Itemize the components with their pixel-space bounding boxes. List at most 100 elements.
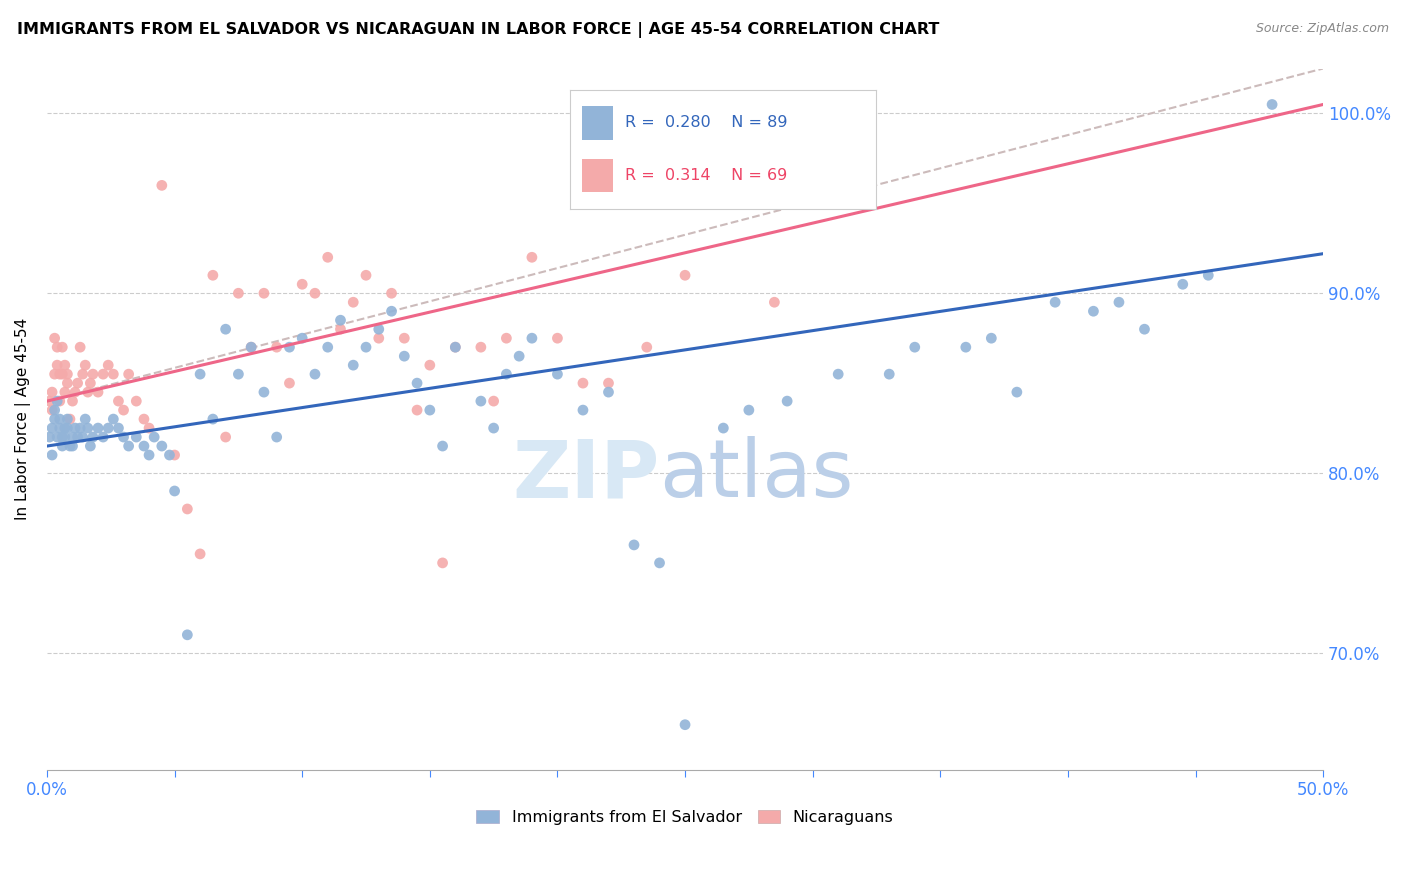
Point [176, 628, 198, 642]
Point [711, 421, 734, 435]
Point [125, 394, 148, 409]
Point [163, 483, 186, 498]
Point [56, 367, 79, 381]
Point [470, 340, 492, 354]
Point [673, 268, 696, 283]
Point [44, 331, 66, 345]
Point [278, 340, 301, 354]
Point [79, 376, 101, 391]
Point [59, 412, 82, 426]
Point [228, 286, 250, 301]
Point [48, 412, 70, 426]
Point [62, 430, 84, 444]
Point [201, 412, 224, 426]
Point [97, 358, 120, 372]
Point [1005, 385, 1028, 400]
Point [41, 403, 63, 417]
Point [1083, 304, 1105, 318]
Point [776, 394, 799, 409]
Point [266, 430, 288, 444]
Point [444, 340, 467, 354]
Point [79, 439, 101, 453]
Point [419, 358, 441, 372]
Point [103, 412, 125, 426]
Point [75, 412, 97, 426]
Point [66, 376, 89, 391]
Point [48, 394, 70, 409]
Point [38, 430, 60, 444]
Point [520, 331, 543, 345]
Point [46, 340, 69, 354]
Point [53, 385, 76, 400]
Point [125, 430, 148, 444]
Point [304, 286, 326, 301]
Point [51, 430, 73, 444]
Point [62, 394, 84, 409]
Text: IMMIGRANTS FROM EL SALVADOR VS NICARAGUAN IN LABOR FORCE | AGE 45-54 CORRELATION: IMMIGRANTS FROM EL SALVADOR VS NICARAGUA… [17, 22, 939, 38]
Point [76, 421, 98, 435]
Point [520, 250, 543, 264]
Point [546, 367, 568, 381]
Point [72, 367, 94, 381]
Point [112, 403, 135, 417]
Point [66, 430, 89, 444]
Point [470, 394, 492, 409]
Point [97, 421, 120, 435]
Point [214, 322, 236, 336]
Point [214, 430, 236, 444]
Point [87, 385, 110, 400]
Point [1197, 268, 1219, 283]
Point [316, 340, 339, 354]
Point [103, 367, 125, 381]
Point [82, 367, 104, 381]
Point [432, 556, 454, 570]
Point [56, 421, 79, 435]
Point [598, 385, 620, 400]
Point [623, 538, 645, 552]
Point [419, 403, 441, 417]
Point [132, 412, 155, 426]
Point [1171, 277, 1194, 292]
Text: atlas: atlas [659, 436, 853, 514]
Point [112, 430, 135, 444]
Point [48, 421, 70, 435]
Point [76, 385, 98, 400]
Point [228, 367, 250, 381]
Point [38, 394, 60, 409]
Point [51, 439, 73, 453]
Point [44, 367, 66, 381]
Point [51, 367, 73, 381]
Point [329, 322, 352, 336]
Point [406, 376, 429, 391]
Point [980, 331, 1002, 345]
Point [44, 412, 66, 426]
Point [1043, 295, 1066, 310]
Point [648, 556, 671, 570]
Point [143, 430, 166, 444]
Point [48, 367, 70, 381]
Point [240, 340, 263, 354]
Point [955, 340, 977, 354]
Point [107, 394, 129, 409]
Point [240, 340, 263, 354]
Point [188, 367, 211, 381]
Point [117, 439, 139, 453]
Point [75, 358, 97, 372]
Point [354, 268, 377, 283]
Point [1261, 97, 1284, 112]
Point [56, 412, 79, 426]
Point [598, 376, 620, 391]
Point [904, 340, 927, 354]
Point [63, 421, 86, 435]
Y-axis label: In Labor Force | Age 45-54: In Labor Force | Age 45-54 [15, 318, 31, 520]
Point [444, 340, 467, 354]
Point [56, 376, 79, 391]
Point [673, 717, 696, 731]
Point [117, 367, 139, 381]
Point [51, 340, 73, 354]
Point [495, 367, 517, 381]
Point [163, 448, 186, 462]
Point [266, 340, 288, 354]
Point [495, 331, 517, 345]
Point [82, 430, 104, 444]
